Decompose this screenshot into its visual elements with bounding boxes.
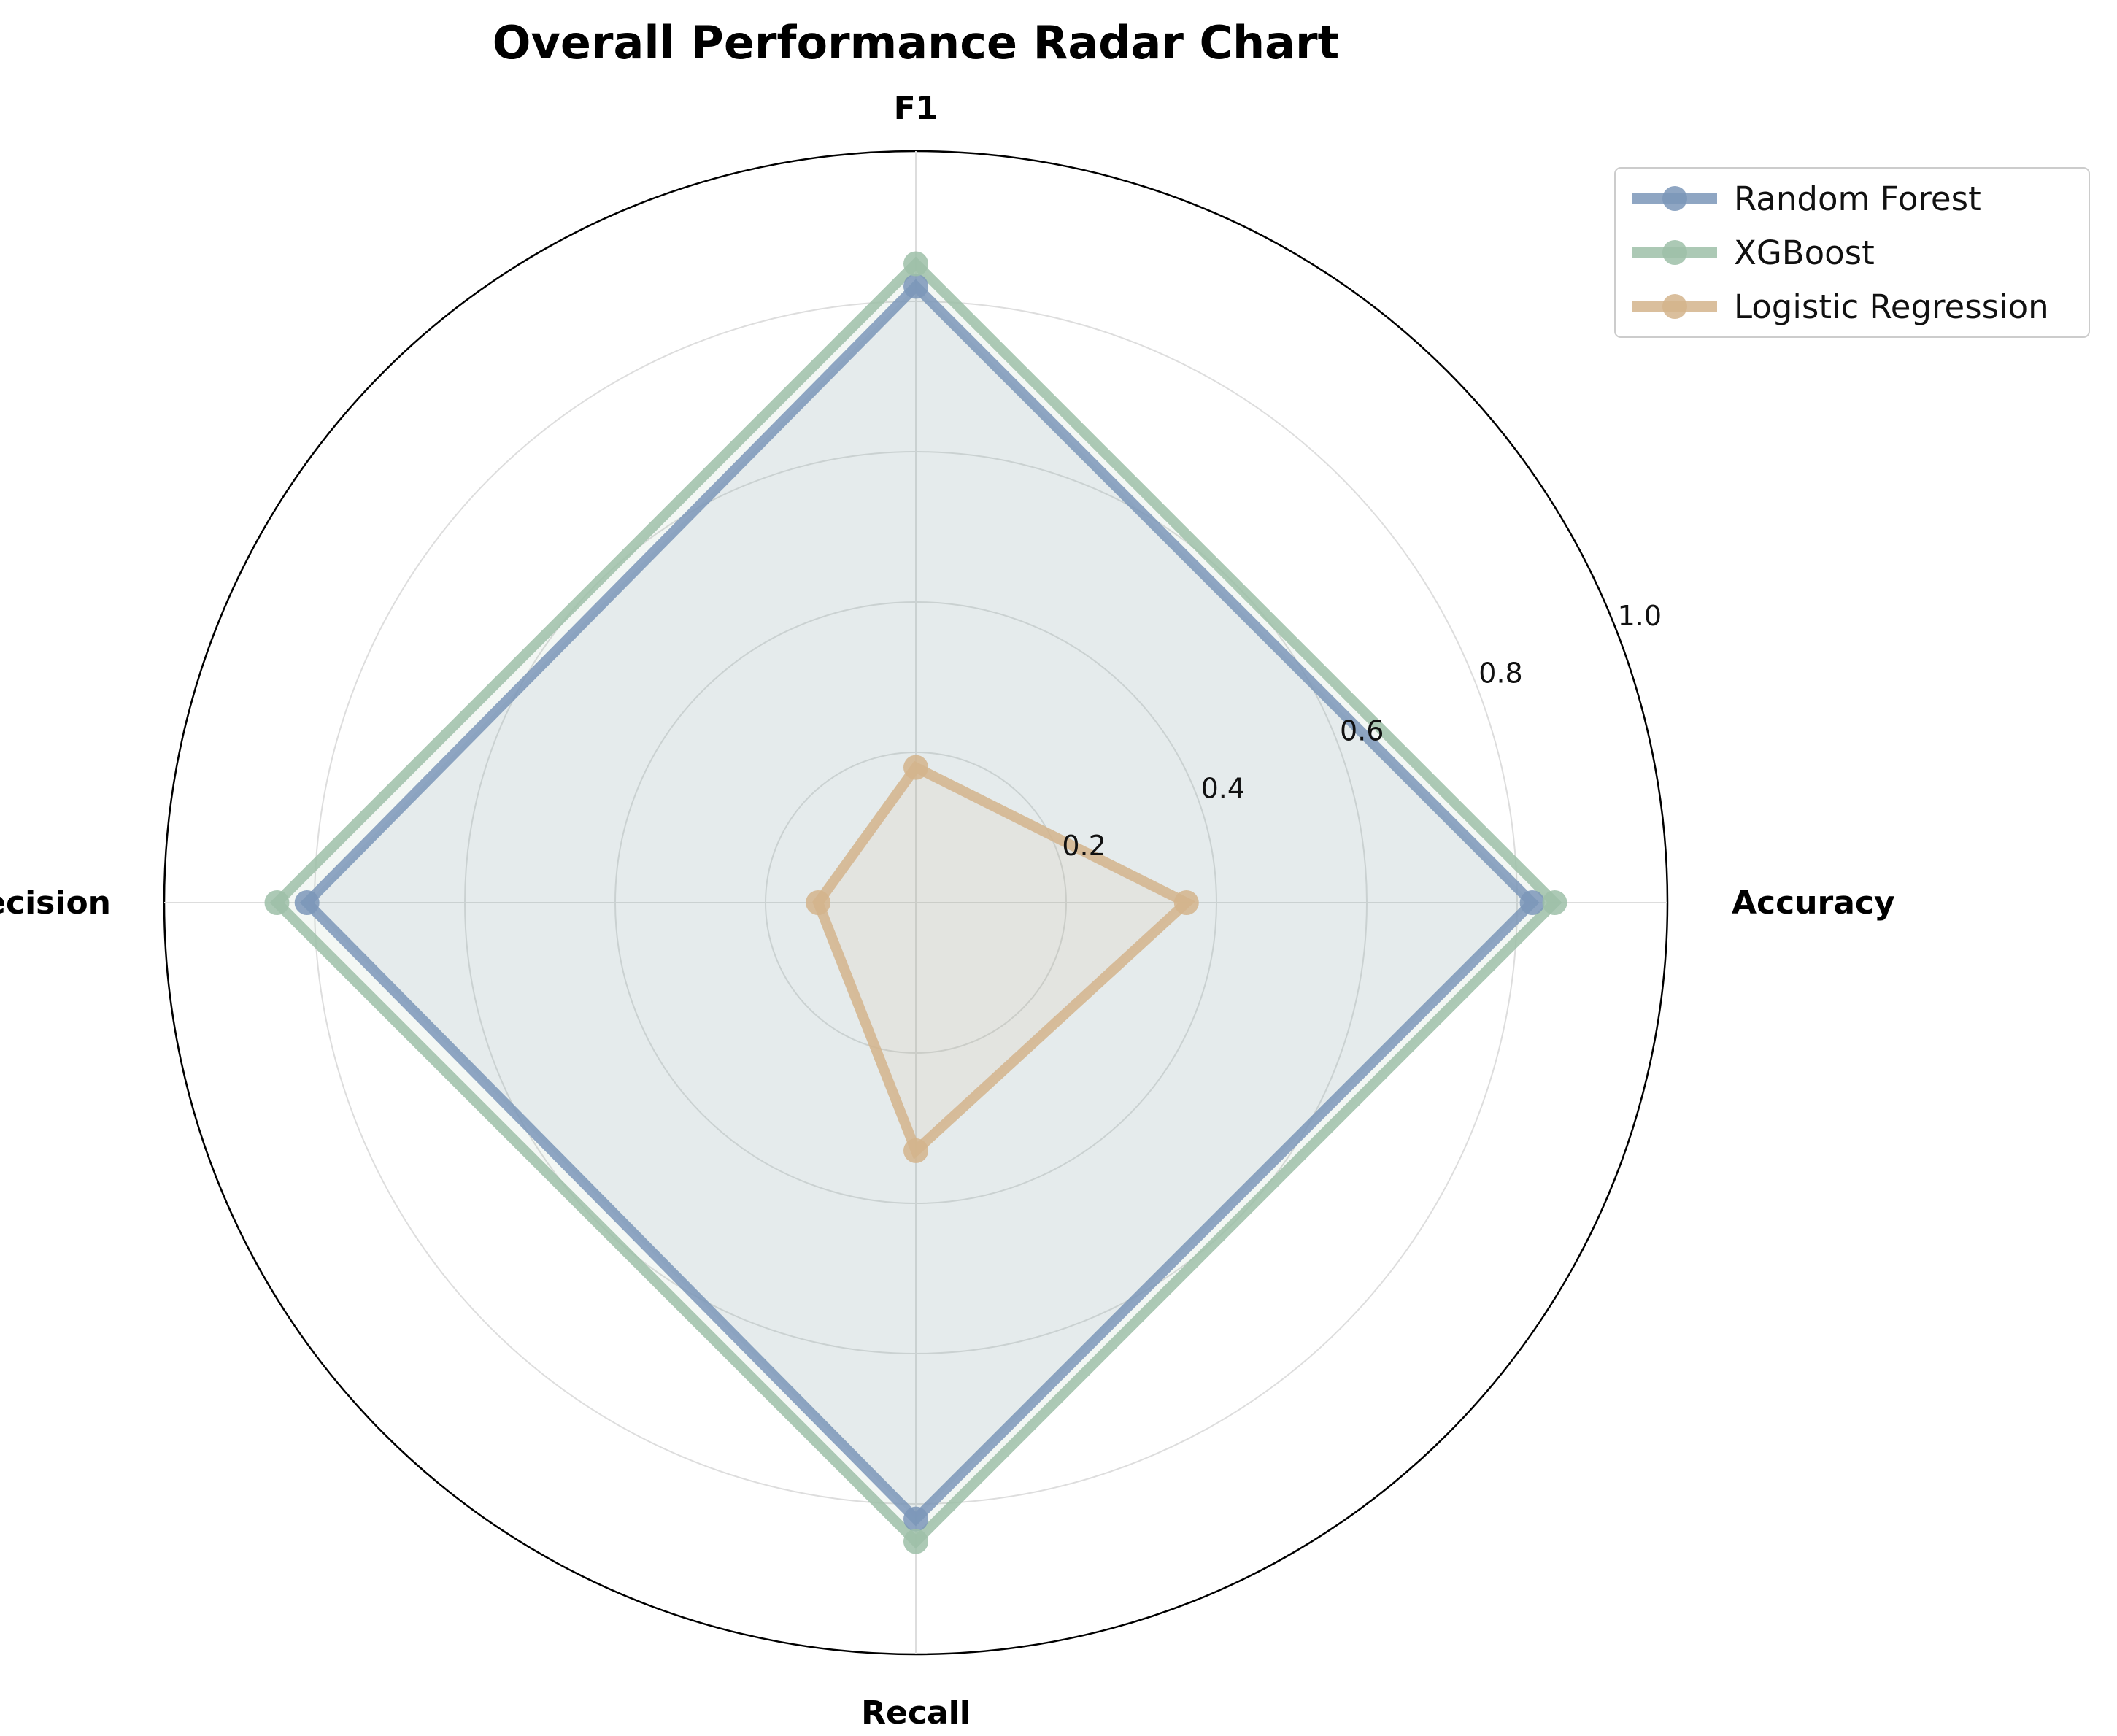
radial-tick-label: 0.8 <box>1478 657 1522 690</box>
series-fills <box>277 263 1555 1542</box>
data-point-xgboost-f1 <box>903 251 928 277</box>
legend-label-random-forest: Random Forest <box>1734 180 1981 218</box>
legend-marker-xgboost <box>1662 240 1687 265</box>
data-point-random-forest-recall <box>903 1506 928 1532</box>
data-point-random-forest-f1 <box>903 274 928 299</box>
data-point-xgboost-precision <box>264 890 290 915</box>
legend-marker-random-forest <box>1662 186 1687 211</box>
legend: Random Forest XGBoost Logistic Regression <box>1614 167 2090 338</box>
data-point-xgboost-accuracy <box>1542 890 1567 915</box>
axis-label-recall: Recall <box>861 1694 971 1732</box>
data-point-logistic-regression-recall <box>903 1138 928 1163</box>
series-points <box>264 251 1567 1554</box>
radial-tick-label: 1.0 <box>1618 600 1662 632</box>
legend-label-xgboost: XGBoost <box>1734 234 1875 272</box>
legend-marker-logistic-regression <box>1662 294 1687 319</box>
chart-title: Overall Performance Radar Chart <box>493 16 1340 69</box>
data-point-random-forest-precision <box>294 890 320 915</box>
data-point-random-forest-accuracy <box>1519 890 1545 915</box>
axis-label-precision: Precision <box>0 884 111 922</box>
radial-tick-labels: 0.2 0.4 0.6 0.8 1.0 <box>1062 600 1662 862</box>
data-point-logistic-regression-precision <box>806 890 831 915</box>
legend-frame <box>1614 167 2090 338</box>
radial-tick-label: 0.4 <box>1201 772 1245 804</box>
axis-label-f1: F1 <box>894 90 938 127</box>
axis-label-accuracy: Accuracy <box>1732 884 1895 922</box>
legend-label-logistic-regression: Logistic Regression <box>1734 288 2049 326</box>
axis-labels: Accuracy F1 Precision Recall <box>0 90 1895 1732</box>
series-fill-logistic-regression <box>818 767 1187 1151</box>
data-point-xgboost-recall <box>903 1529 928 1554</box>
radial-tick-label: 0.6 <box>1340 715 1384 747</box>
radial-tick-label: 0.2 <box>1062 830 1106 862</box>
data-point-logistic-regression-accuracy <box>1173 890 1199 915</box>
data-point-logistic-regression-f1 <box>903 755 928 780</box>
